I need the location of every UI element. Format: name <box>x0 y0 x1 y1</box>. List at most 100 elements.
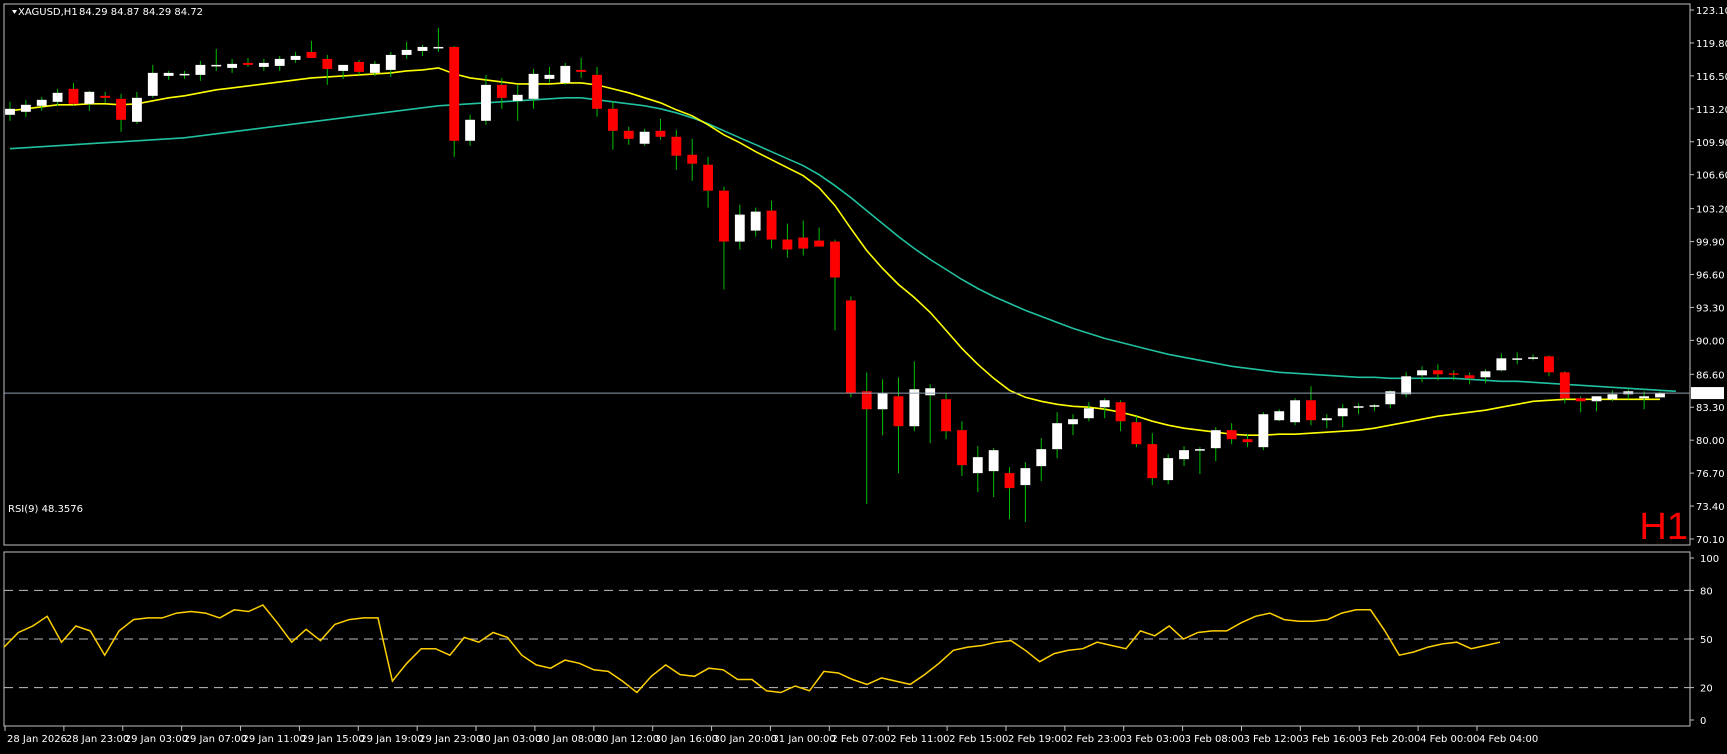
candle[interactable] <box>385 51 396 77</box>
candle[interactable] <box>798 220 809 256</box>
candle[interactable] <box>1194 447 1205 475</box>
candle[interactable] <box>179 70 190 79</box>
candle[interactable] <box>1274 409 1285 422</box>
candle[interactable] <box>1432 364 1443 381</box>
candle[interactable] <box>957 421 967 477</box>
candle[interactable] <box>1083 402 1094 422</box>
candle[interactable] <box>671 129 682 170</box>
candle[interactable] <box>893 377 904 474</box>
candle[interactable] <box>322 54 333 85</box>
candle[interactable] <box>1353 403 1364 415</box>
candle[interactable] <box>1131 416 1142 448</box>
candle[interactable] <box>560 62 571 85</box>
candle[interactable] <box>909 361 920 432</box>
candle[interactable] <box>5 101 15 121</box>
candle[interactable] <box>1290 398 1301 426</box>
candle[interactable] <box>1337 404 1348 428</box>
candle[interactable] <box>1306 386 1316 426</box>
candle[interactable] <box>941 393 951 440</box>
candle[interactable] <box>623 126 634 145</box>
candle[interactable] <box>592 66 602 117</box>
candle[interactable] <box>211 48 222 71</box>
candle[interactable] <box>845 296 856 398</box>
candle[interactable] <box>988 448 999 498</box>
candle[interactable] <box>369 60 380 76</box>
candle[interactable] <box>750 207 761 237</box>
candle[interactable] <box>925 384 936 444</box>
candle[interactable] <box>163 70 174 80</box>
candle[interactable] <box>274 55 285 71</box>
candle[interactable] <box>195 60 206 81</box>
candle[interactable] <box>1321 414 1332 429</box>
candle[interactable] <box>465 114 476 146</box>
candle[interactable] <box>496 77 507 109</box>
candle[interactable] <box>132 91 142 124</box>
candle[interactable] <box>782 223 793 258</box>
candle[interactable] <box>639 128 650 146</box>
candle[interactable] <box>68 82 79 105</box>
candle[interactable] <box>290 51 301 63</box>
candle[interactable] <box>814 227 825 247</box>
candle[interactable] <box>1179 446 1189 467</box>
candle[interactable] <box>1226 423 1237 445</box>
candle[interactable] <box>766 200 777 249</box>
candle[interactable] <box>1210 427 1221 462</box>
candle[interactable] <box>1512 352 1523 365</box>
candle[interactable] <box>84 90 95 111</box>
candle[interactable] <box>877 379 888 436</box>
candle[interactable] <box>1655 391 1665 398</box>
candle[interactable] <box>655 118 666 140</box>
candle[interactable] <box>1639 391 1650 410</box>
candle[interactable] <box>401 41 412 59</box>
candle[interactable] <box>116 93 126 132</box>
candle[interactable] <box>20 99 31 117</box>
candle[interactable] <box>512 84 523 121</box>
candle[interactable] <box>528 68 539 109</box>
candle[interactable] <box>1480 369 1491 384</box>
candle[interactable] <box>687 138 698 181</box>
candle[interactable] <box>1242 434 1253 448</box>
candle[interactable] <box>258 58 269 71</box>
candle[interactable] <box>1591 396 1602 412</box>
candle[interactable] <box>1448 370 1459 381</box>
candle[interactable] <box>147 64 158 98</box>
candle[interactable] <box>1528 354 1538 361</box>
candle[interactable] <box>338 64 349 79</box>
candle[interactable] <box>1099 398 1110 419</box>
candle[interactable] <box>36 96 47 111</box>
candle[interactable] <box>1020 462 1031 523</box>
candle[interactable] <box>1544 355 1554 377</box>
candle[interactable] <box>1068 414 1078 436</box>
candle[interactable] <box>306 40 317 58</box>
candle[interactable] <box>1464 372 1475 385</box>
rsi-pane[interactable] <box>3 589 1690 694</box>
candle[interactable] <box>433 27 444 52</box>
candle[interactable] <box>703 156 713 208</box>
candle[interactable] <box>544 66 555 83</box>
candle[interactable] <box>861 372 872 505</box>
candle[interactable] <box>481 74 491 125</box>
candle[interactable] <box>1163 454 1174 485</box>
candle[interactable] <box>1559 371 1570 404</box>
candle[interactable] <box>1258 412 1269 451</box>
candle[interactable] <box>1417 366 1427 383</box>
candle[interactable] <box>52 88 63 106</box>
candle[interactable] <box>449 45 460 157</box>
candle[interactable] <box>972 446 983 493</box>
candle[interactable] <box>1623 389 1634 400</box>
candle[interactable] <box>1147 433 1158 486</box>
candle[interactable] <box>1052 412 1063 459</box>
candle[interactable] <box>830 239 840 331</box>
candle[interactable] <box>354 59 364 75</box>
candle[interactable] <box>1004 467 1015 520</box>
candle[interactable] <box>227 58 238 73</box>
candle[interactable] <box>417 44 428 56</box>
candle[interactable] <box>607 101 618 150</box>
candle[interactable] <box>1115 400 1126 432</box>
candle[interactable] <box>1575 396 1586 413</box>
candle[interactable] <box>576 57 587 78</box>
candle[interactable] <box>1496 353 1507 372</box>
candle[interactable] <box>734 204 745 250</box>
candle[interactable] <box>100 91 111 103</box>
